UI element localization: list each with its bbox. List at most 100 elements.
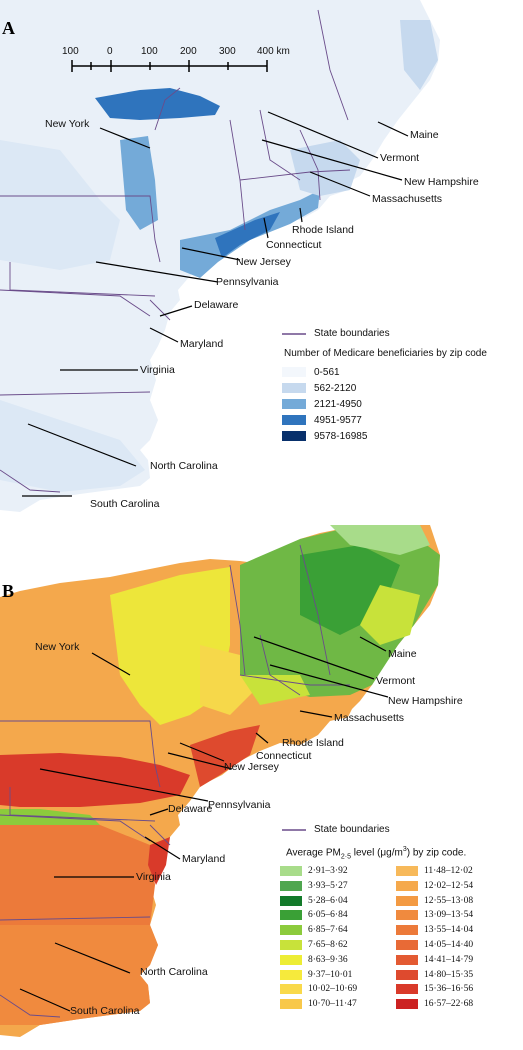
legend-label: 10·02–10·69: [308, 984, 358, 995]
panel-a-medicare-map: A 100 0 100 200 300 400 km New York Main…: [0, 0, 487, 512]
land-mass: [0, 0, 440, 512]
legend-item: 2121-4950: [282, 398, 362, 410]
label-north-carolina: North Carolina: [140, 966, 208, 978]
label-massachusetts: Massachusetts: [372, 193, 443, 205]
legend-item: 10·02–10·69: [280, 983, 357, 995]
region-red-nj: [190, 725, 260, 787]
legend-item: 5·28–6·04: [280, 895, 348, 907]
legend-swatch: [280, 999, 302, 1010]
label-new-hampshire: New Hampshire: [388, 695, 463, 707]
region-va: [0, 825, 155, 925]
legend-swatch: [396, 880, 418, 891]
legend-title-a: Number of Medicare beneficiaries by zip …: [284, 348, 487, 359]
label-delaware: Delaware: [168, 803, 213, 815]
leader-lines-b: [19, 636, 389, 1012]
legend-item: 13·55–14·04: [396, 924, 473, 936]
legend-item: 9·37–10·01: [280, 969, 352, 981]
label-vermont: Vermont: [380, 152, 420, 164]
leader-lines-a: [22, 111, 409, 497]
legend-item: 6·85–7·64: [280, 924, 348, 936]
panel-letter-b: B: [2, 581, 15, 601]
region-band-massachusetts: [290, 140, 360, 196]
legend-label: 9578-16985: [314, 430, 368, 442]
region-nc: [0, 925, 158, 1025]
legend-swatch: [282, 415, 306, 425]
legend-swatch: [280, 969, 302, 980]
region-yellowgreen-ne: [360, 585, 420, 645]
legend-label: 12·55–13·08: [424, 895, 474, 906]
legend-swatch: [396, 940, 418, 950]
label-maine: Maine: [388, 648, 417, 660]
legend-item: 14·80–15·35: [396, 969, 473, 981]
legend-item: 8·63–9·36: [280, 954, 348, 966]
label-delaware: Delaware: [194, 299, 239, 311]
legend-label: 14·41–14·79: [424, 954, 474, 965]
region-band-coast-dark: [215, 212, 280, 258]
legend-swatch: [396, 866, 418, 876]
scale-label: 100: [141, 46, 158, 57]
legend-label: 2·91–3·92: [308, 866, 348, 876]
legend-swatch: [280, 954, 302, 965]
legend-swatch: [282, 367, 306, 377]
legend-label: 13·09–13·54: [424, 910, 474, 921]
label-maine: Maine: [410, 129, 439, 141]
legend-swatch: [396, 895, 418, 906]
label-vermont: Vermont: [376, 675, 416, 687]
region-band-ny-north: [95, 88, 220, 120]
legend-item: 3·93–5·27: [280, 880, 348, 892]
label-pennsylvania: Pennsylvania: [216, 276, 279, 288]
panel-b-pm25-map: B New York Maine Vermont New Hampshire M…: [0, 525, 523, 1050]
legend-label: 6·05–6·84: [308, 910, 348, 921]
legend-item: 15·36–16·56: [396, 983, 473, 995]
legend-swatch: [396, 969, 418, 980]
legend-swatch: [280, 866, 302, 876]
legend-item: 13·09–13·54: [396, 909, 473, 921]
label-new-york: New York: [45, 118, 90, 130]
legend-label: 16·57–22·68: [424, 999, 474, 1010]
legend-label: 13·55–14·04: [424, 925, 474, 936]
legend-swatch: [396, 984, 418, 995]
panel-letter-a: A: [2, 18, 15, 38]
state-boundaries-b: [0, 544, 350, 1018]
region-band-southwest: [0, 140, 120, 270]
legend-swatch: [396, 910, 418, 921]
medicare-choropleth-map: [0, 0, 440, 512]
label-rhode-island: Rhode Island: [282, 737, 344, 749]
legend-label: 15·36–16·56: [424, 984, 474, 995]
legend-item: 12·55–13·08: [396, 895, 473, 907]
legend-label: 12·02–12·54: [424, 880, 474, 891]
legend-swatch: [282, 431, 306, 441]
legend-label: 0-561: [314, 366, 340, 378]
legend-swatch: [280, 910, 302, 921]
legend-swatch: [280, 940, 302, 950]
legend-label: 3·93–5·27: [308, 880, 348, 891]
legend-swatch: [396, 954, 418, 965]
legend-item: 4951-9577: [282, 414, 362, 426]
legend-swatch: [282, 399, 306, 409]
legend-label: 14·80–15·35: [424, 969, 474, 980]
legend-item: 2·91–3·92: [280, 865, 348, 877]
legend-label: 8·63–9·36: [308, 954, 348, 965]
legend-swatch: [280, 984, 302, 995]
legend-swatch: [396, 999, 418, 1010]
legend-item: 14·41–14·79: [396, 954, 473, 966]
pm25-choropleth-map: [0, 525, 440, 1037]
label-virginia: Virginia: [136, 871, 171, 883]
scale-label: 0: [107, 46, 113, 57]
label-rhode-island: Rhode Island: [292, 224, 354, 236]
region-band-maine-east: [400, 20, 438, 90]
label-virginia: Virginia: [140, 364, 175, 376]
legend-swatch: [280, 925, 302, 936]
label-massachusetts: Massachusetts: [334, 712, 405, 724]
label-north-carolina: North Carolina: [150, 460, 218, 472]
legend-item: 10·70–11·47: [280, 998, 357, 1010]
legend-item: 9578-16985: [282, 430, 367, 442]
label-new-jersey: New Jersey: [224, 761, 279, 773]
legend-swatch: [280, 880, 302, 891]
legend-label: 2121-4950: [314, 398, 362, 410]
label-south-carolina: South Carolina: [70, 1005, 140, 1017]
legend-boundary-label-a: State boundaries: [314, 328, 390, 339]
legend-swatch: [282, 383, 306, 393]
legend-label: 10·70–11·47: [308, 999, 357, 1010]
legend-item: 6·05–6·84: [280, 909, 348, 921]
